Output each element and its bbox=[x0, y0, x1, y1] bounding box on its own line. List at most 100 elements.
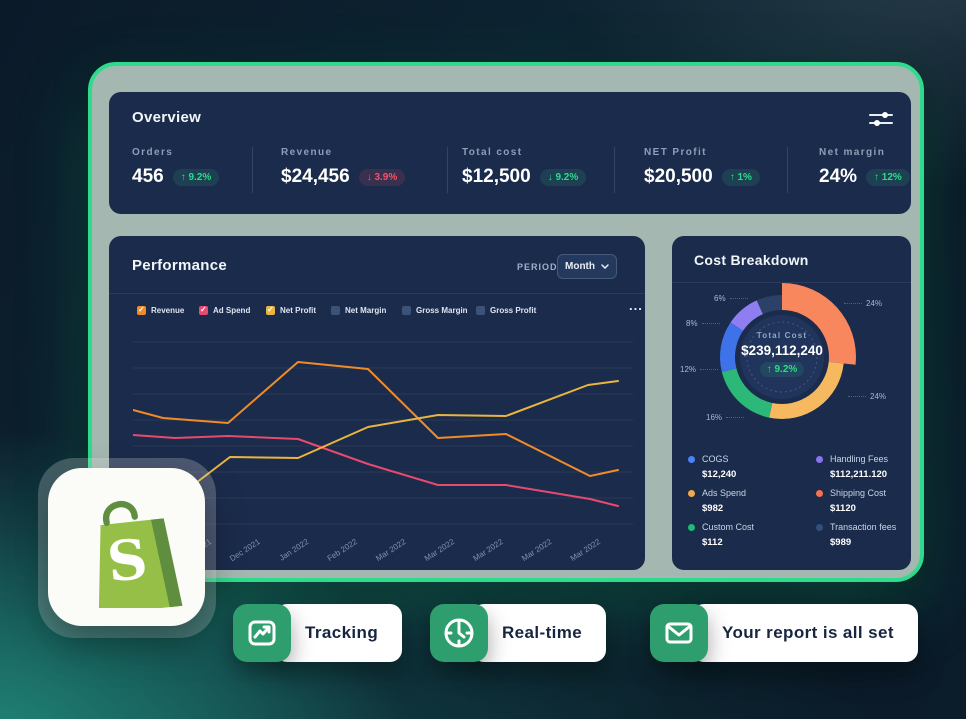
legend-label: Ad Spend bbox=[213, 306, 251, 315]
svg-text:Dec 2021: Dec 2021 bbox=[228, 537, 262, 563]
slice-label: 8% bbox=[686, 319, 720, 328]
kpi-label: Orders bbox=[132, 147, 174, 158]
checkbox-icon: ✓ bbox=[266, 305, 275, 315]
divider bbox=[672, 282, 911, 283]
svg-text:Mar 2022: Mar 2022 bbox=[471, 537, 505, 563]
kpi-orders: Orders 456 ↑ 9.2% bbox=[132, 147, 220, 188]
slice-label: 6% bbox=[714, 294, 748, 303]
legend-label: Gross Profit bbox=[490, 306, 537, 315]
checkbox-icon: ✓ bbox=[476, 306, 485, 315]
cost-donut-chart bbox=[720, 283, 856, 419]
chevron-down-icon bbox=[601, 264, 609, 269]
kpi-delta-badge: ↓ 9.2% bbox=[539, 168, 587, 186]
svg-text:S: S bbox=[104, 526, 150, 595]
slice-label: 16% bbox=[706, 413, 745, 422]
legend-label: Net Margin bbox=[345, 306, 387, 315]
period-label: PERIOD bbox=[517, 262, 558, 272]
badge-label: Real-time bbox=[472, 604, 607, 662]
divider bbox=[614, 147, 615, 193]
legend-dot-icon bbox=[816, 523, 823, 531]
cost-legend-value: $1120 bbox=[830, 503, 856, 514]
checkbox-icon: ✓ bbox=[199, 305, 208, 315]
kpi-value: $20,500 bbox=[644, 166, 713, 187]
filter-sliders-icon[interactable] bbox=[867, 108, 895, 130]
legend-dot-icon bbox=[688, 455, 695, 463]
checkbox-icon: ✓ bbox=[402, 306, 411, 315]
cost-legend-value: $12,240 bbox=[702, 469, 737, 480]
divider bbox=[252, 147, 253, 193]
svg-text:Feb 2022: Feb 2022 bbox=[326, 537, 360, 563]
kpi-label: Total cost bbox=[462, 147, 523, 158]
more-menu-icon[interactable]: ... bbox=[629, 298, 643, 313]
legend-item-ad-spend[interactable]: ✓ Ad Spend bbox=[199, 305, 251, 315]
svg-text:Jan 2022: Jan 2022 bbox=[278, 537, 311, 563]
kpi-value: 456 bbox=[132, 166, 164, 187]
kpi-net-profit: NET Profit $20,500 ↑ 1% bbox=[644, 147, 760, 188]
cost-legend-value: $112,211.120 bbox=[830, 469, 888, 480]
kpi-total-cost: Total cost $12,500 ↓ 9.2% bbox=[462, 147, 587, 188]
cost-legend-transaction-fees: Transaction fees $989 bbox=[816, 522, 936, 548]
kpi-delta-badge: ↑ 12% bbox=[866, 168, 910, 186]
cost-legend-handling-fees: Handling Fees $112,211.120 bbox=[816, 454, 936, 480]
legend-item-revenue[interactable]: ✓ Revenue bbox=[137, 305, 185, 315]
cost-legend-cogs: COGS $12,240 bbox=[688, 454, 808, 480]
kpi-delta-badge: ↓ 3.9% bbox=[358, 168, 406, 186]
cost-legend-value: $989 bbox=[830, 537, 852, 548]
legend-dot-icon bbox=[816, 489, 823, 497]
report-ready-badge[interactable]: Your report is all set bbox=[650, 604, 918, 662]
legend-item-net-profit[interactable]: ✓ Net Profit bbox=[266, 305, 316, 315]
cost-legend-ads-spend: Ads Spend $982 bbox=[688, 488, 808, 514]
shopify-logo: S bbox=[48, 468, 205, 626]
kpi-delta-badge: ↑ 1% bbox=[721, 168, 760, 186]
legend-dot-icon bbox=[688, 489, 695, 497]
line-chart-icon bbox=[233, 604, 291, 662]
period-dropdown[interactable]: Month bbox=[557, 254, 617, 279]
cost-legend-value: $112 bbox=[702, 537, 723, 548]
kpi-delta-badge: ↑ 9.2% bbox=[172, 168, 220, 186]
email-icon bbox=[650, 604, 708, 662]
cost-breakdown-title: Cost Breakdown bbox=[694, 252, 809, 268]
legend-label: Revenue bbox=[151, 306, 185, 315]
clock-icon bbox=[430, 604, 488, 662]
checkbox-icon: ✓ bbox=[137, 305, 146, 315]
badge-label: Your report is all set bbox=[692, 604, 918, 662]
overview-title: Overview bbox=[132, 109, 202, 126]
kpi-label: Revenue bbox=[281, 147, 333, 158]
legend-item-gross-margin[interactable]: ✓ Gross Margin bbox=[402, 306, 468, 315]
legend-item-gross-profit[interactable]: ✓ Gross Profit bbox=[476, 306, 536, 315]
legend-item-net-margin[interactable]: ✓ Net Margin bbox=[331, 306, 386, 315]
checkbox-icon: ✓ bbox=[331, 306, 340, 315]
legend-label: Net Profit bbox=[280, 306, 316, 315]
kpi-label: NET Profit bbox=[644, 147, 707, 158]
shopify-bag-icon: S bbox=[98, 501, 182, 608]
kpi-value: 24% bbox=[819, 166, 858, 187]
kpi-revenue: Revenue $24,456 ↓ 3.9% bbox=[281, 147, 406, 188]
kpi-net-margin: Net margin 24% ↑ 12% bbox=[819, 147, 910, 188]
svg-text:Mar 2022: Mar 2022 bbox=[374, 537, 408, 563]
real-time-badge[interactable]: Real-time bbox=[430, 604, 607, 662]
slice-label: 24% bbox=[844, 299, 882, 308]
kpi-value: $12,500 bbox=[462, 166, 531, 187]
kpi-value: $24,456 bbox=[281, 166, 350, 187]
divider bbox=[109, 293, 645, 294]
cost-legend-value: $982 bbox=[702, 503, 724, 514]
tracking-badge[interactable]: Tracking bbox=[233, 604, 403, 662]
slice-label: 12% bbox=[680, 365, 719, 374]
svg-text:Mar 2022: Mar 2022 bbox=[569, 537, 603, 563]
divider bbox=[447, 147, 448, 193]
performance-legend: ✓ Revenue ✓ Ad Spend ✓ Net Profit ✓ Net … bbox=[109, 305, 645, 324]
legend-dot-icon bbox=[816, 455, 823, 463]
performance-title: Performance bbox=[132, 257, 228, 274]
cost-legend-custom-cost: Custom Cost $112 bbox=[688, 522, 808, 548]
legend-dot-icon bbox=[688, 523, 695, 531]
kpi-label: Net margin bbox=[819, 147, 886, 158]
divider bbox=[787, 147, 788, 193]
svg-text:Mar 2022: Mar 2022 bbox=[520, 537, 554, 563]
overview-panel: Overview Orders 456 ↑ 9.2% Revenue bbox=[109, 92, 911, 214]
badge-label: Tracking bbox=[275, 604, 403, 662]
period-value: Month bbox=[565, 261, 595, 272]
cost-legend-shipping-cost: Shipping Cost $1120 bbox=[816, 488, 936, 514]
svg-text:Mar 2022: Mar 2022 bbox=[423, 537, 457, 563]
